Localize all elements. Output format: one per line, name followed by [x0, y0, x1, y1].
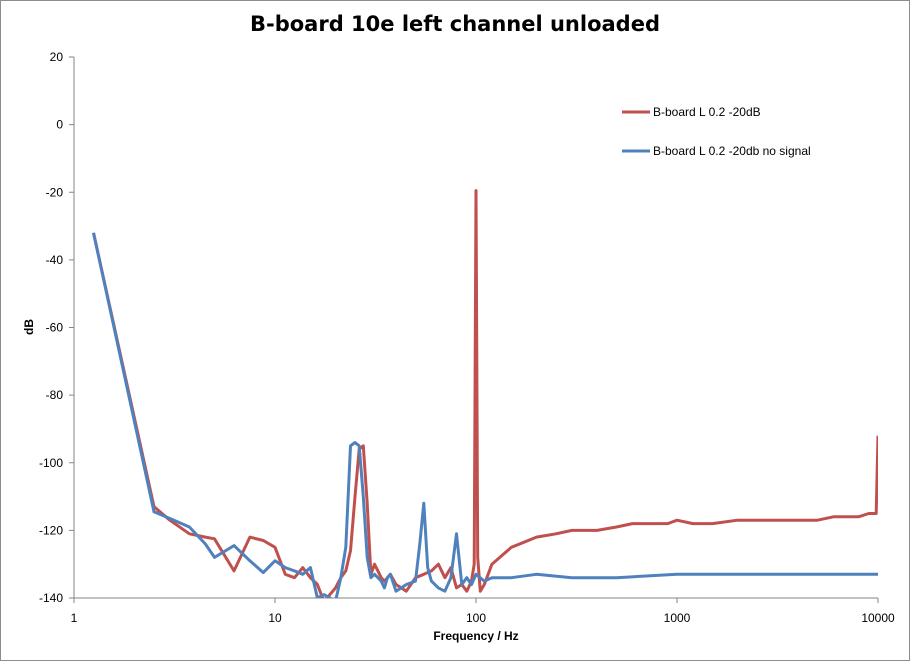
y-tick-label: 0: [56, 118, 63, 132]
legend: B-board L 0.2 -20dB B-board L 0.2 -20db n…: [622, 105, 811, 158]
x-tick-label: 1000: [664, 611, 691, 625]
y-tick-label: -100: [39, 456, 63, 470]
y-tick-label: -20: [46, 185, 64, 199]
x-tick-label: 10: [268, 611, 282, 625]
x-tick-label: 10000: [861, 611, 895, 625]
series-line-2: [92, 232, 878, 598]
y-tick-label: 20: [50, 50, 64, 64]
y-tick-label: -140: [39, 591, 63, 605]
y-tick-label: -40: [46, 253, 64, 267]
x-tick-label: 100: [466, 611, 486, 625]
x-axis: 1 10 100 1000 10000: [71, 597, 895, 625]
series-group: [92, 189, 878, 598]
x-axis-label: Frequency / Hz: [433, 629, 518, 643]
y-tick-label: -120: [39, 523, 63, 537]
y-tick-label: -60: [46, 321, 64, 335]
legend-label-2: B-board L 0.2 -20db no signal: [653, 144, 811, 158]
legend-label-1: B-board L 0.2 -20dB: [653, 105, 761, 119]
x-tick-label: 1: [71, 611, 78, 625]
y-axis: 20 0 -20 -40 -60 -80 -100 -120 -140: [39, 50, 75, 605]
y-axis-label: dB: [22, 319, 36, 335]
y-tick-label: -80: [46, 388, 64, 402]
chart-title: B-board 10e left channel unloaded: [250, 12, 660, 36]
